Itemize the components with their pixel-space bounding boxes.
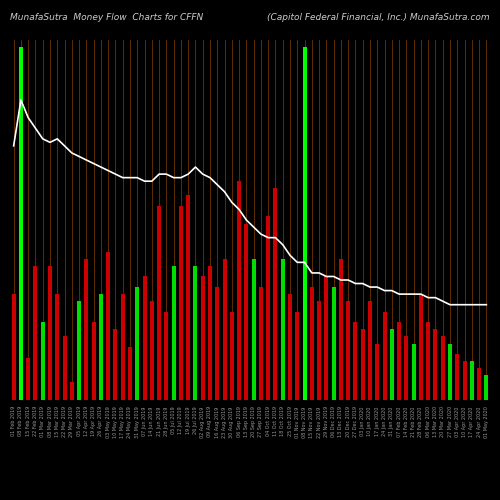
Bar (92, 322, 96, 400)
Bar (12, 294, 16, 400)
Bar (200, 276, 204, 400)
Bar (376, 344, 380, 400)
Bar (99, 294, 103, 400)
Bar (302, 47, 306, 400)
Bar (136, 287, 140, 400)
Bar (390, 330, 394, 400)
Bar (114, 330, 117, 400)
Bar (244, 224, 248, 400)
Bar (179, 206, 183, 400)
Bar (324, 276, 328, 400)
Bar (404, 336, 408, 400)
Bar (77, 301, 81, 400)
Bar (332, 287, 336, 400)
Bar (19, 47, 23, 400)
Bar (419, 294, 423, 400)
Bar (62, 336, 66, 400)
Bar (128, 347, 132, 400)
Bar (288, 294, 292, 400)
Bar (470, 361, 474, 400)
Bar (120, 294, 124, 400)
Bar (317, 301, 321, 400)
Bar (354, 322, 358, 400)
Bar (70, 382, 74, 400)
Bar (216, 287, 220, 400)
Bar (56, 294, 60, 400)
Bar (222, 259, 226, 400)
Bar (346, 301, 350, 400)
Bar (266, 216, 270, 400)
Bar (194, 266, 198, 400)
Bar (259, 287, 263, 400)
Bar (237, 181, 241, 400)
Text: MunafaSutra  Money Flow  Charts for CFFN: MunafaSutra Money Flow Charts for CFFN (10, 12, 203, 22)
Bar (360, 330, 364, 400)
Bar (339, 259, 343, 400)
Bar (34, 266, 38, 400)
Bar (440, 336, 444, 400)
Bar (26, 358, 30, 400)
Bar (230, 312, 234, 400)
Bar (462, 361, 466, 400)
Bar (150, 301, 154, 400)
Bar (84, 259, 88, 400)
Bar (484, 376, 488, 400)
Bar (186, 196, 190, 400)
Bar (382, 312, 386, 400)
Bar (172, 266, 175, 400)
Bar (412, 344, 416, 400)
Bar (296, 312, 300, 400)
Bar (448, 344, 452, 400)
Bar (252, 259, 256, 400)
Bar (456, 354, 460, 400)
Bar (142, 276, 146, 400)
Bar (40, 322, 44, 400)
Bar (157, 206, 161, 400)
Bar (164, 312, 168, 400)
Bar (368, 301, 372, 400)
Bar (280, 259, 284, 400)
Bar (477, 368, 481, 400)
Bar (397, 322, 401, 400)
Bar (274, 188, 278, 400)
Bar (208, 266, 212, 400)
Bar (426, 322, 430, 400)
Bar (310, 287, 314, 400)
Text: (Capitol Federal Financial, Inc.) MunafaSutra.com: (Capitol Federal Financial, Inc.) Munafa… (268, 12, 490, 22)
Bar (48, 266, 52, 400)
Bar (434, 330, 438, 400)
Bar (106, 252, 110, 400)
